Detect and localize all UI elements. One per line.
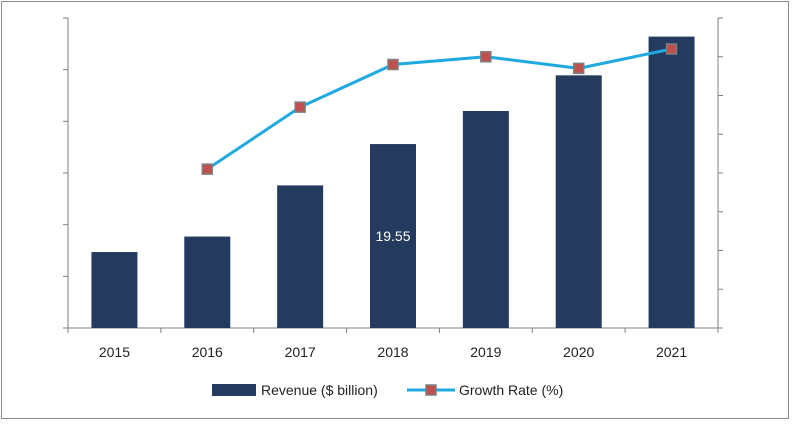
x-tick-label-2021: 2021 (656, 344, 687, 360)
legend-label-growth: Growth Rate (%) (459, 382, 563, 398)
growth-point-2016 (201, 163, 214, 175)
growth-point-2018 (387, 58, 399, 71)
bar-2019 (462, 111, 509, 328)
x-tick-label-2016: 2016 (192, 344, 223, 360)
growth-point-2019 (480, 51, 492, 63)
growth-point-2020 (572, 62, 585, 75)
growth-rate-line (206, 47, 672, 171)
legend-marker-growth (425, 384, 437, 396)
legend-label-revenue: Revenue ($ billion) (261, 382, 378, 398)
x-tick-label-2020: 2020 (563, 344, 594, 360)
data-label-2018: 19.55 (375, 228, 410, 244)
x-tick-label-2015: 2015 (99, 344, 130, 360)
bar-2018 (370, 144, 416, 328)
bar-2016 (184, 236, 231, 328)
growth-point-2017 (294, 101, 306, 113)
growth-point-2021 (665, 43, 678, 55)
bar-2021 (648, 36, 695, 328)
x-tick-label-2017: 2017 (285, 344, 316, 360)
x-tick-label-2019: 2019 (470, 344, 501, 360)
bar-2020 (555, 75, 602, 328)
x-tick-label-2018: 2018 (377, 344, 408, 360)
legend-swatch-revenue (212, 384, 256, 396)
bar-2017 (277, 185, 324, 328)
bar-2015 (91, 252, 138, 328)
